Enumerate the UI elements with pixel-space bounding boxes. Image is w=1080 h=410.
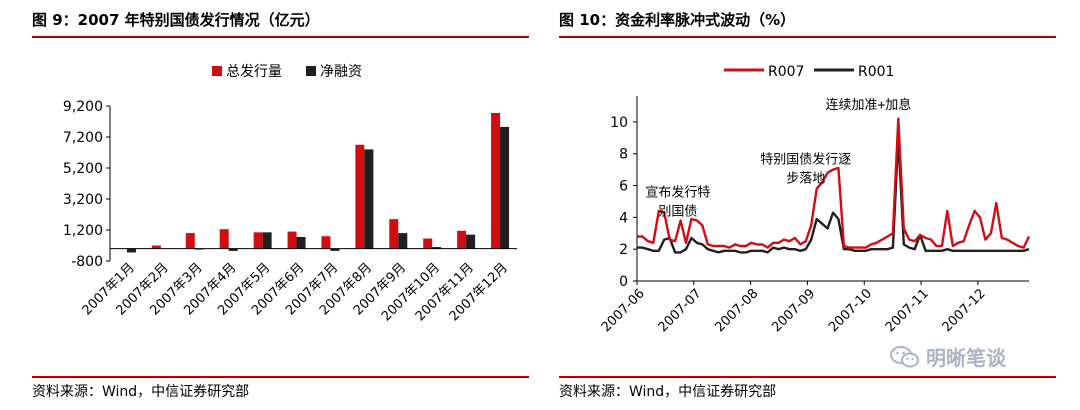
bar-total <box>287 231 297 249</box>
x-tick-label: 2007-10 <box>826 286 875 335</box>
y-tick-label: 2 <box>619 242 628 258</box>
left-source-rule <box>32 376 529 378</box>
legend-swatch-2 <box>306 66 316 76</box>
y-tick-label: 10 <box>610 115 628 131</box>
annotation-text: 步落地 <box>786 171 825 186</box>
right-source-rule <box>559 376 1056 378</box>
bar-net <box>432 247 442 249</box>
y-tick-label: 5,200 <box>63 161 103 177</box>
x-tick-label: 2007-12 <box>940 286 989 335</box>
annotation-text: 特别国债发行逐 <box>760 151 851 167</box>
bar-net <box>228 248 238 251</box>
y-tick-label: 8 <box>619 147 628 163</box>
legend-label-1: 总发行量 <box>226 64 282 80</box>
bar-net <box>126 248 136 253</box>
right-chart-panel: 图 10：资金利率脉冲式波动（%） R007 R001 0 2 4 6 8 10 2007-06… <box>559 0 1059 410</box>
bar-total <box>185 233 195 249</box>
x-tick-label: 2007-08 <box>712 286 761 335</box>
x-tick-label: 2007-06 <box>599 286 648 335</box>
x-tick-label: 2007-11 <box>883 286 932 335</box>
legend-label-1: R007 <box>768 64 804 80</box>
bar-total <box>321 236 331 249</box>
series-line-r001 <box>637 136 1030 254</box>
y-tick-label: 3,200 <box>63 192 103 208</box>
right-chart-title: 图 10：资金利率脉冲式波动（%） <box>559 11 796 29</box>
annotation-text: 宣布发行特 <box>645 185 710 201</box>
bar-total <box>423 238 433 249</box>
legend-label-2: R001 <box>858 64 894 80</box>
bar-total <box>219 229 229 249</box>
legend-swatch-1 <box>212 66 222 76</box>
left-chart-source: 资料来源：Wind，中信证券研究部 <box>32 384 250 400</box>
bar-net <box>262 232 272 249</box>
y-tick-label: -800 <box>71 254 103 270</box>
left-chart-panel: 图 9：2007 年特别国债发行情况（亿元） 总发行量 净融资 -800 1,200 3… <box>32 0 532 410</box>
y-tick-label: 7,200 <box>63 130 103 146</box>
bar-net <box>330 248 340 251</box>
right-title-rule <box>559 36 1056 38</box>
series-line-r007 <box>637 117 1031 249</box>
bar-net <box>296 236 306 249</box>
bar-legend: 总发行量 净融资 <box>212 64 362 80</box>
annotation-text: 别国债 <box>658 205 697 220</box>
y-tick-label: 6 <box>619 179 628 195</box>
legend-label-2: 净融资 <box>320 64 362 80</box>
bar-total <box>355 144 365 249</box>
x-tick-label: 2007-07 <box>656 286 705 335</box>
bar-net <box>500 126 510 249</box>
bar-total <box>491 112 501 249</box>
y-tick-label: 9,200 <box>63 99 103 115</box>
bar-total <box>389 219 399 249</box>
bar-total <box>151 245 161 249</box>
y-tick-label: 1,200 <box>63 223 103 239</box>
bar-net <box>466 234 476 249</box>
bar-total <box>253 232 263 249</box>
bar-net <box>364 149 374 249</box>
y-tick-label: 0 <box>619 274 628 290</box>
x-tick-label: 2007-09 <box>769 286 818 335</box>
bar-total <box>457 230 467 249</box>
watermark: 明晰笔谈 <box>890 342 1006 374</box>
left-chart-title: 图 9：2007 年特别国债发行情况（亿元） <box>32 11 320 29</box>
wechat-icon <box>890 345 920 374</box>
y-tick-label: 4 <box>619 210 628 226</box>
bar-net <box>398 233 408 249</box>
line-legend: R007 R001 <box>724 64 894 80</box>
right-chart-source: 资料来源：Wind，中信证券研究部 <box>559 384 777 400</box>
watermark-text: 明晰笔谈 <box>926 346 1006 370</box>
left-title-rule <box>32 36 529 38</box>
bar-chart: 总发行量 净融资-8001,2003,2005,2007,2009,2002007… <box>63 64 517 324</box>
annotation-text: 连续加准+加息 <box>825 97 911 113</box>
